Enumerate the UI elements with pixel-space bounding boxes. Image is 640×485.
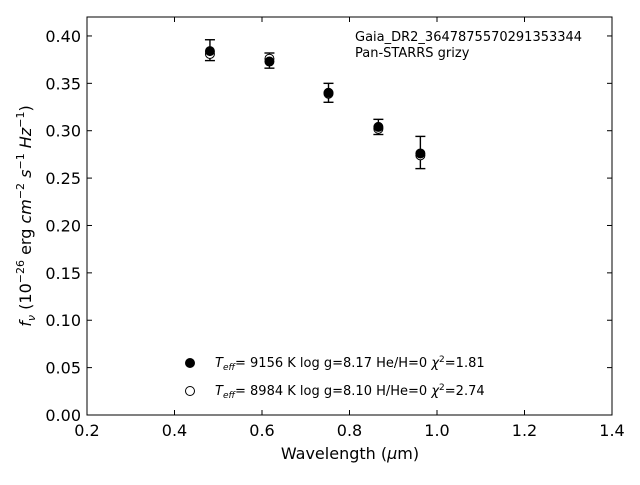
annotation-star-id: Gaia_DR2_3647875570291353344 bbox=[355, 30, 582, 45]
y-tick-label: 0.30 bbox=[45, 122, 81, 141]
model-point-filled bbox=[204, 46, 215, 57]
legend-comp-2: H/He=0 bbox=[376, 384, 427, 399]
legend-marker-open bbox=[185, 386, 195, 396]
legend-marker-filled bbox=[185, 358, 195, 368]
y-tick-label: 0.00 bbox=[45, 406, 81, 425]
legend-entry-2: Teff= 8984 K log g=8.10 H/He=0 χ2=2.74 bbox=[215, 383, 485, 401]
legend-logg-2: log g=8.10 bbox=[300, 384, 372, 399]
model-point-filled bbox=[264, 56, 275, 67]
legend-teff-2: 8984 K bbox=[250, 384, 296, 399]
legend: Teff= 9156 K log g=8.17 He/H=0 χ2=1.81 T… bbox=[185, 355, 485, 401]
y-tick-label: 0.25 bbox=[45, 169, 81, 188]
x-tick-label: 0.2 bbox=[74, 421, 99, 440]
annotation-survey: Pan-STARRS grizy bbox=[355, 46, 470, 61]
y-tick-label: 0.40 bbox=[45, 27, 81, 46]
x-tick-label: 1.2 bbox=[512, 421, 537, 440]
y-tick-label: 0.20 bbox=[45, 216, 81, 235]
legend-comp-1: He/H=0 bbox=[376, 356, 427, 371]
x-tick-label: 0.8 bbox=[337, 421, 362, 440]
y-tick-label: 0.15 bbox=[45, 264, 81, 283]
model-point-filled bbox=[373, 121, 384, 132]
y-tick-label: 0.10 bbox=[45, 311, 81, 330]
x-tick-label: 0.6 bbox=[249, 421, 274, 440]
y-tick-label: 0.35 bbox=[45, 74, 81, 93]
x-tick-label: 1.4 bbox=[599, 421, 624, 440]
y-axis-label: fν (10−26 erg cm−2 s−1 Hz−1) bbox=[14, 105, 38, 326]
legend-entry-1: Teff= 9156 K log g=8.17 He/H=0 χ2=1.81 bbox=[215, 355, 485, 373]
model-point-filled bbox=[415, 148, 426, 159]
model-point-filled bbox=[323, 87, 334, 98]
legend-chi2-2: =2.74 bbox=[445, 384, 485, 399]
y-tick-label: 0.05 bbox=[45, 359, 81, 378]
legend-chi2-1: =1.81 bbox=[445, 356, 485, 371]
plot-frame bbox=[86, 16, 613, 416]
x-tick-label: 0.4 bbox=[162, 421, 187, 440]
legend-logg-1: log g=8.17 bbox=[300, 356, 372, 371]
legend-teff-1: 9156 K bbox=[250, 356, 296, 371]
x-axis-label: Wavelength (μm) bbox=[281, 444, 419, 463]
x-tick-label: 1.0 bbox=[424, 421, 449, 440]
